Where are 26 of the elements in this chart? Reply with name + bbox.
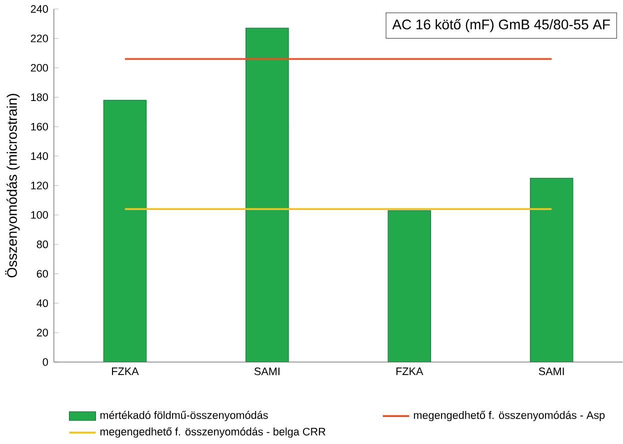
legend-label: megengedhető f. összenyomódás - Asp (414, 410, 605, 422)
y-tick-label: 20 (36, 328, 48, 336)
y-tick-label: 0 (42, 358, 48, 366)
text: AC 16 kötő (mF) GmB 45/80-55 AF (392, 19, 610, 32)
y-tick-label: 180 (31, 93, 48, 102)
y-tick-label: 80 (36, 240, 48, 248)
y-tick-label: 100 (31, 211, 48, 219)
x-tick-label: FZKA (112, 368, 139, 376)
x-tick-label: SAMI (538, 368, 564, 376)
bar (103, 100, 147, 362)
x-tick-label: SAMI (254, 368, 280, 376)
y-tick-label: 120 (31, 182, 48, 190)
bar (246, 28, 289, 362)
bar (530, 178, 574, 362)
y-tick-label: 40 (36, 299, 48, 308)
y-axis-title: Összenyomódás (microstrain) (5, 94, 20, 278)
y-tick-label: 60 (36, 270, 48, 278)
y-tick-label: 140 (31, 152, 48, 160)
x-tick-label: FZKA (396, 368, 424, 376)
legend-label: mértékadó földmű-összenyomódás (100, 410, 268, 422)
y-tick-label: 220 (30, 34, 48, 42)
bar (388, 210, 432, 362)
y-tick-label: 200 (30, 64, 48, 72)
y-tick-label: 160 (31, 122, 48, 131)
y-tick-label: 240 (30, 5, 48, 13)
legend-label: megengedhető f. összenyomódás - belga CRR (100, 427, 326, 438)
